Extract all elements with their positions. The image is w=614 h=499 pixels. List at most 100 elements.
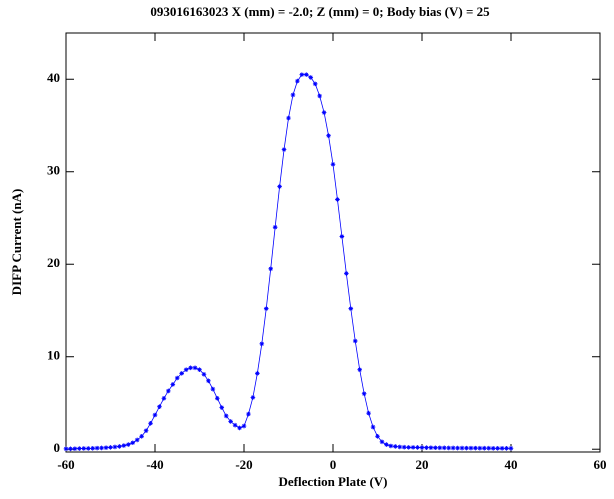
y-tick-label: 30 [47,163,60,178]
data-point [424,445,429,450]
data-point [174,375,180,381]
y-tick-label: 20 [47,255,60,270]
y-tick-label: 0 [54,440,61,455]
data-point [304,72,309,77]
data-point [312,81,318,87]
y-axis-label: DIFP Current (nA) [9,189,24,296]
data-point [210,386,216,392]
data-point [437,445,443,451]
data-point [192,365,198,371]
data-point [508,446,514,451]
data-point [455,445,460,451]
data-point [219,405,225,410]
x-tick-label: -40 [146,457,163,472]
data-point [277,184,282,189]
data-point [263,306,269,311]
data-point [232,422,238,428]
data-point [259,341,265,347]
data-point [326,133,331,138]
data-point [237,425,242,431]
data-point [228,419,233,424]
data-point [94,445,100,451]
x-tick-label: 0 [330,457,337,472]
data-point [433,445,438,451]
data-point [166,388,171,394]
data-point [410,445,416,450]
data-point [255,371,260,376]
data-point [272,224,278,230]
data-point [170,382,176,387]
data-point [477,445,483,451]
chart-title: 093016163023 X (mm) = -2.0; Z (mm) = 0; … [150,4,490,19]
data-point [361,391,367,397]
data-point [428,445,434,450]
data-point [499,446,505,451]
data-point [482,445,487,451]
x-tick-label: 60 [594,457,607,472]
data-point [339,234,345,239]
data-point [85,446,91,451]
data-point [490,446,496,451]
data-point [388,443,394,449]
data-point [268,266,273,272]
data-point [143,428,149,434]
data-point [179,371,184,376]
y-tick-label: 10 [47,348,60,363]
data-point [393,444,398,449]
data-point [486,445,492,451]
data-point [134,437,140,443]
data-point [366,410,371,416]
data-point [308,75,314,80]
data-point [81,446,87,451]
y-tick-label: 40 [47,70,60,85]
data-point [77,446,82,451]
data-point [130,440,136,446]
data-point [401,444,407,450]
data-point [375,433,380,439]
data-point [464,445,469,451]
data-point [112,444,118,450]
data-point [152,412,158,418]
x-tick-label: -20 [235,457,252,472]
data-point [63,446,69,452]
data-point [139,433,144,439]
data-point [370,424,376,430]
data-point [379,439,385,445]
data-point [295,78,300,84]
data-point [468,445,474,451]
data-point [188,365,193,371]
data-point [415,445,420,450]
data-point [148,421,153,426]
data-point [183,367,189,372]
data-point [90,446,95,451]
data-point [108,445,113,450]
data-point [161,396,167,401]
data-point [215,396,220,401]
data-point [103,445,109,450]
data-point [246,411,251,417]
data-point [201,372,207,377]
data-point [352,338,358,344]
data-point [299,72,305,77]
x-tick-label: 20 [416,457,429,472]
data-point [335,197,340,202]
plot-frame [65,32,601,453]
data-point [397,444,403,450]
x-tick-label: 40 [505,457,518,472]
data-point [223,413,229,419]
data-point [459,445,465,451]
data-point [281,147,287,152]
data-point [117,444,122,449]
data-point [286,115,291,121]
data-point [441,445,447,451]
data-point [68,446,73,452]
data-point [473,445,478,451]
data-point [317,93,322,99]
data-point [126,442,131,447]
series-line [66,74,511,450]
data-point [206,378,211,384]
data-point [250,395,256,400]
x-tick-label: -60 [57,457,74,472]
data-point [197,367,202,372]
